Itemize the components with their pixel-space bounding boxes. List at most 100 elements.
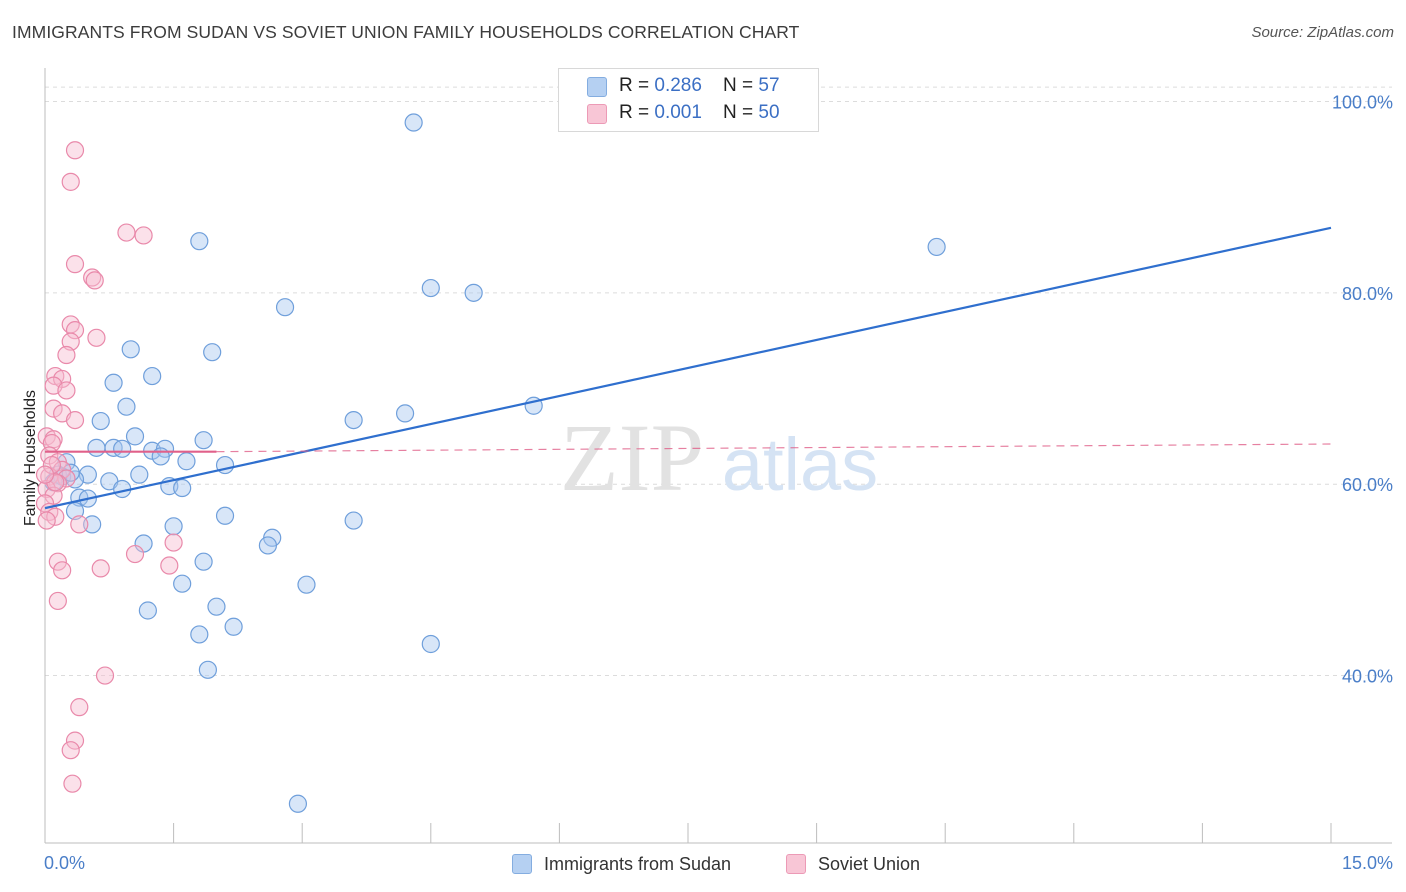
soviet-point xyxy=(53,561,72,580)
soviet-point xyxy=(61,332,80,351)
x-tick-label: 0.0% xyxy=(44,853,85,873)
sudan-point xyxy=(87,438,106,457)
sudan-point xyxy=(344,410,363,430)
soviet-point xyxy=(57,469,76,488)
points-layer xyxy=(35,113,946,813)
sudan-point xyxy=(143,366,162,386)
sudan-point xyxy=(207,597,226,616)
soviet-point xyxy=(87,328,106,347)
legend-n-value-soviet: 50 xyxy=(758,102,780,123)
soviet-point xyxy=(57,345,76,365)
correlation-legend: R = 0.286 N = 57 R = 0.001 N = 50 xyxy=(558,68,819,132)
soviet-point xyxy=(48,552,67,571)
legend-swatch-sudan xyxy=(587,77,607,97)
sudan-point xyxy=(927,237,946,257)
chart-source: Source: ZipAtlas.com xyxy=(1251,24,1394,41)
sudan-point xyxy=(125,427,145,446)
soviet-point xyxy=(70,698,89,717)
ticks-layer: 40.0% 60.0% 80.0% 100.0% 0.0% 15.0% xyxy=(44,92,1393,873)
sudan-point xyxy=(421,634,440,654)
soviet-point xyxy=(125,544,145,564)
legend-n-value-sudan: 57 xyxy=(758,75,780,96)
soviet-point xyxy=(48,591,67,611)
grid-layer xyxy=(45,86,1392,677)
soviet-point xyxy=(61,172,80,191)
sudan-point xyxy=(194,552,213,571)
soviet-point xyxy=(65,731,85,750)
sudan-point xyxy=(177,452,196,471)
sudan-point xyxy=(130,465,149,484)
sudan-point xyxy=(151,447,170,466)
chart-title: IMMIGRANTS FROM SUDAN VS SOVIET UNION FA… xyxy=(12,22,800,42)
sudan-point xyxy=(138,601,157,620)
soviet-point xyxy=(95,666,115,685)
x-tick-label: 15.0% xyxy=(1342,853,1393,873)
watermark-atlas: atlas xyxy=(722,423,878,506)
soviet-point xyxy=(46,507,65,526)
sudan-point xyxy=(198,660,217,679)
sudan-point xyxy=(173,478,192,498)
bottom-legend-sudan: Immigrants from Sudan xyxy=(512,852,731,876)
soviet-point xyxy=(65,321,85,340)
sudan-point xyxy=(194,431,213,450)
sudan-point xyxy=(113,439,132,458)
legend-n-label: N = xyxy=(723,102,759,123)
sudan-point xyxy=(344,511,363,530)
y-tick-label: 100.0% xyxy=(1332,92,1393,112)
watermark: ZIP atlas xyxy=(560,404,878,511)
y-axis-label: Family Households xyxy=(22,390,39,526)
soviet-point xyxy=(35,465,55,484)
legend-r-value-soviet: 0.001 xyxy=(654,102,702,123)
sudan-point xyxy=(258,536,278,555)
sudan-point xyxy=(395,404,415,423)
sudan-point xyxy=(190,232,209,251)
legend-r-label: R = xyxy=(619,75,655,96)
sudan-point xyxy=(288,794,308,813)
soviet-point xyxy=(160,556,179,575)
soviet-point xyxy=(63,774,82,793)
y-tick-label: 60.0% xyxy=(1342,475,1393,495)
soviet-point xyxy=(65,410,85,430)
sudan-trend-line xyxy=(44,226,1332,510)
soviet-point xyxy=(44,399,63,418)
legend-n-label: N = xyxy=(723,75,759,96)
soviet-point xyxy=(65,141,85,160)
sudan-point xyxy=(275,298,295,317)
bottom-legend-soviet: Soviet Union xyxy=(786,852,920,876)
trend-layer xyxy=(44,226,1332,510)
sudan-point xyxy=(83,515,102,534)
soviet-point xyxy=(65,255,85,274)
sudan-point xyxy=(404,113,423,132)
legend-r-label: R = xyxy=(619,102,655,123)
bottom-legend-label-sudan: Immigrants from Sudan xyxy=(544,853,732,874)
bottom-legend-swatch-sudan xyxy=(512,854,532,874)
sudan-point xyxy=(91,411,110,431)
sudan-point xyxy=(173,574,192,593)
bottom-legend-label-soviet: Soviet Union xyxy=(818,853,921,874)
soviet-point xyxy=(57,381,76,400)
axis-layer xyxy=(44,68,1392,844)
sudan-point xyxy=(190,625,209,644)
legend-row-sudan: R = 0.286 N = 57 xyxy=(619,75,780,97)
bottom-legend-swatch-soviet xyxy=(786,854,806,874)
sudan-point xyxy=(203,343,222,362)
legend-r-value-sudan: 0.286 xyxy=(654,75,702,96)
sudan-point xyxy=(297,575,316,594)
sudan-point xyxy=(104,373,123,392)
soviet-point xyxy=(83,268,102,287)
sudan-point xyxy=(117,397,136,416)
soviet-point xyxy=(61,741,80,760)
sudan-point xyxy=(164,517,183,536)
sudan-point xyxy=(224,617,243,636)
soviet-point xyxy=(42,455,61,475)
soviet-point xyxy=(164,533,183,552)
legend-row-soviet: R = 0.001 N = 50 xyxy=(619,102,780,124)
soviet-point xyxy=(91,559,110,578)
y-tick-label: 40.0% xyxy=(1342,667,1393,687)
y-tick-label: 80.0% xyxy=(1342,284,1393,304)
watermark-zip: ZIP xyxy=(560,404,704,511)
legend-swatch-soviet xyxy=(587,104,607,124)
soviet-point xyxy=(37,511,56,530)
soviet-point xyxy=(134,226,153,245)
